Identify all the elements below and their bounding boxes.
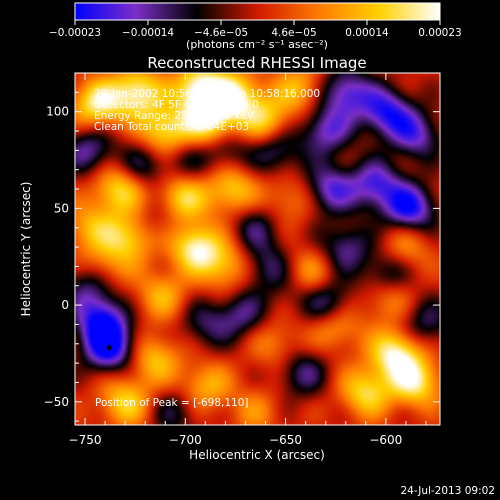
y-tick-label: 50 [54,201,69,215]
colorbar-tick-label: 0.00014 [345,27,389,39]
plot-annotations: 29-Jan-2002 10:56:32.000 to 10:58:16.000… [94,88,320,133]
x-axis-label: Heliocentric X (arcsec) [189,448,325,462]
plot-frame [74,72,441,426]
colorbar-tick-label: 4.6e−05 [271,27,316,39]
colorbar-tick-label: 0.00023 [418,27,461,39]
colorbar-tick-label: −0.00014 [122,27,175,39]
y-axis-label: Heliocentric Y (arcsec) [19,182,33,317]
colorbar-tick-label: −4.6e−05 [194,27,248,39]
annotation-line: Detectors: 4F 5F 6F 7F 8F, All 0 [94,99,259,111]
x-tick-label: −600 [369,433,402,447]
y-tick-label: 0 [61,298,69,312]
y-tick-label: −50 [44,395,69,409]
heatmap-image [75,73,440,425]
peak-marker [106,345,112,351]
peak-position-label: Position of Peak = [-698,110] [95,397,249,409]
annotation-line: Clean Total counts: 3.84E+03 [94,121,249,133]
colorbar-ticks: −0.00023 −0.00014 −4.6e−05 4.6e−05 0.00014 0.… [49,20,462,39]
chart-title: Reconstructed RHESSI Image [147,54,366,72]
plot-area: 29-Jan-2002 10:56:32.000 to 10:58:16.000… [44,72,441,447]
colorbar-frame [74,2,441,21]
annotation-line: 29-Jan-2002 10:56:32.000 to 10:58:16.000 [94,88,320,100]
colorbar-tick-label: −0.00023 [49,27,101,39]
colorbar-unit-label: (photons cm⁻² s⁻¹ asec⁻²) [186,38,328,51]
y-tick-label: 100 [46,105,69,119]
x-tick-label: −750 [69,433,102,447]
annotation-line: Energy Range: 25.0 - 50.0 keV [94,110,255,122]
footer-timestamp: 24-Jul-2013 09:02 [400,485,495,497]
x-axis-ticks: −750 −700 −650 −600 [69,73,427,447]
y-axis-ticks: −50 0 50 100 [44,72,440,422]
colorbar-gradient [75,3,440,20]
x-tick-label: −650 [269,433,302,447]
colorbar: −0.00023 −0.00014 −4.6e−05 4.6e−05 0.00014 0.… [49,2,462,51]
x-tick-label: −700 [169,433,202,447]
